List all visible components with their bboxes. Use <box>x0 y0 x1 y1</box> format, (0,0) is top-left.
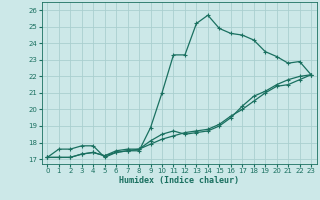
X-axis label: Humidex (Indice chaleur): Humidex (Indice chaleur) <box>119 176 239 185</box>
